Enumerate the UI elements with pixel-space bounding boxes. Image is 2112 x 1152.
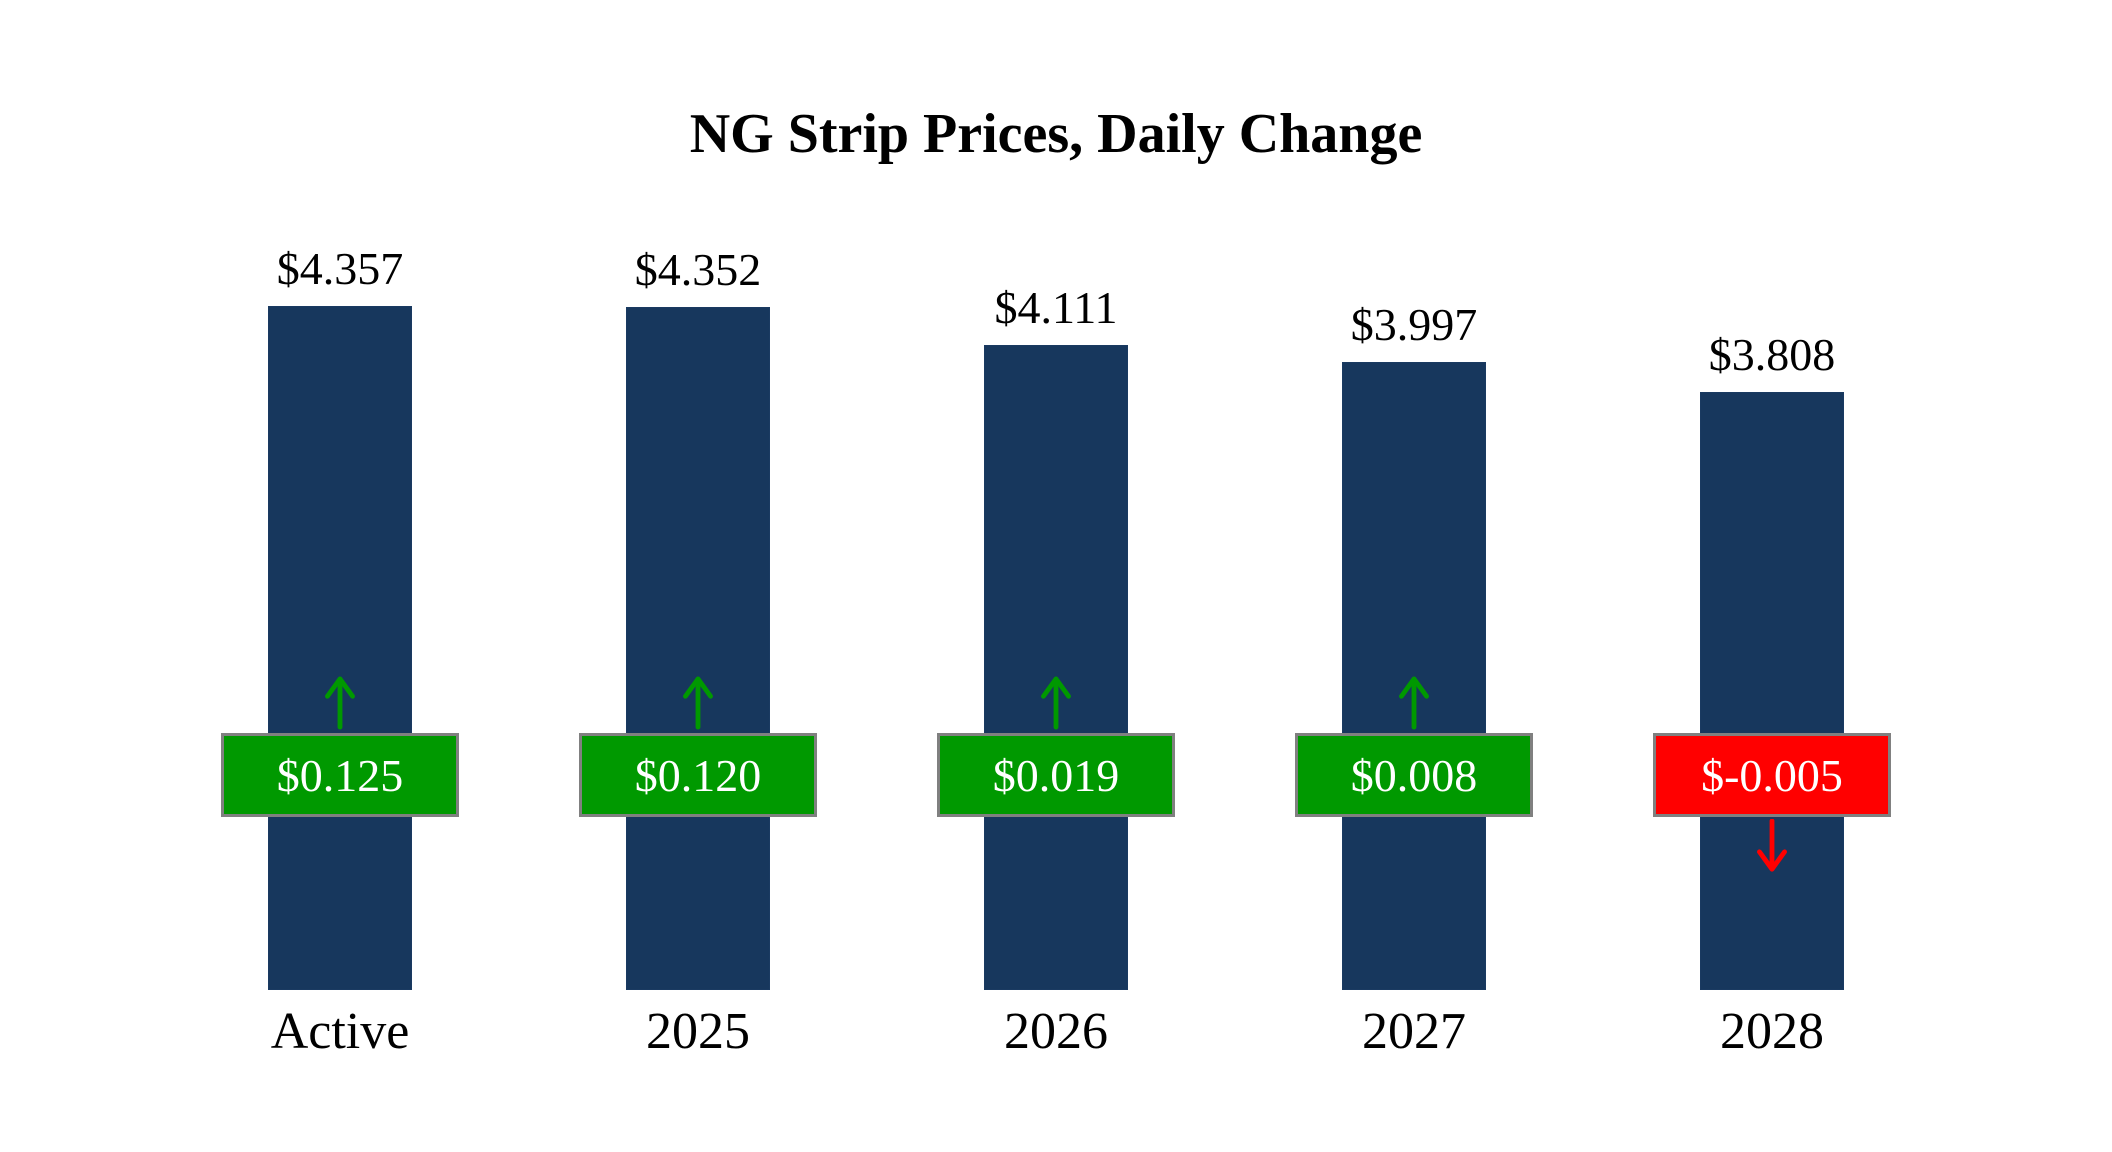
change-label: $0.125 bbox=[276, 749, 404, 801]
change-label: $-0.005 bbox=[1701, 749, 1843, 801]
up-arrow-icon bbox=[1041, 676, 1071, 730]
bar bbox=[984, 345, 1128, 990]
bar-value-label: $3.997 bbox=[1350, 299, 1478, 350]
bar-value-label: $4.357 bbox=[276, 243, 404, 294]
up-arrow-icon bbox=[1399, 676, 1429, 730]
bar bbox=[1700, 392, 1844, 990]
category-label: 2025 bbox=[646, 1003, 750, 1060]
change-badge: $0.008 bbox=[1295, 733, 1533, 817]
change-badge: $-0.005 bbox=[1653, 733, 1891, 817]
category-label: 2028 bbox=[1720, 1003, 1824, 1060]
category-label: 2026 bbox=[1004, 1003, 1108, 1060]
change-label: $0.120 bbox=[634, 749, 762, 801]
change-badge: $0.125 bbox=[221, 733, 459, 817]
bar-value-label: $3.808 bbox=[1708, 329, 1836, 380]
chart-title: NG Strip Prices, Daily Change bbox=[689, 103, 1423, 165]
up-arrow-icon bbox=[325, 676, 355, 730]
down-arrow-icon bbox=[1757, 819, 1787, 872]
bar-value-label: $4.111 bbox=[994, 282, 1118, 333]
change-label: $0.019 bbox=[992, 749, 1120, 801]
change-badge: $0.120 bbox=[579, 733, 817, 817]
change-label: $0.008 bbox=[1350, 749, 1478, 801]
bar bbox=[626, 307, 770, 990]
bar bbox=[268, 306, 412, 990]
bar bbox=[1342, 362, 1486, 990]
category-label: Active bbox=[270, 1003, 410, 1060]
change-badge: $0.019 bbox=[937, 733, 1175, 817]
bar-value-label: $4.352 bbox=[634, 244, 762, 295]
category-label: 2027 bbox=[1362, 1003, 1466, 1060]
up-arrow-icon bbox=[683, 676, 713, 730]
